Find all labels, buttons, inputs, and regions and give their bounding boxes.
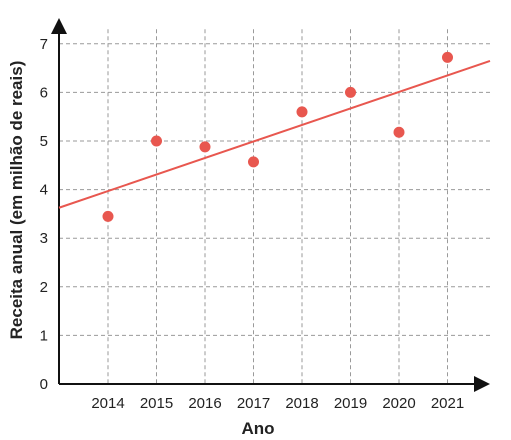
y-axis-title: Receita anual (em milhão de reais) bbox=[7, 61, 26, 340]
y-tick-label: 7 bbox=[40, 36, 48, 53]
data-point bbox=[393, 126, 405, 138]
y-tick-label: 0 bbox=[40, 376, 48, 393]
axes bbox=[51, 18, 490, 392]
y-axis-arrow bbox=[51, 18, 67, 34]
x-axis-title: Ano bbox=[241, 419, 274, 438]
x-axis-arrow bbox=[474, 376, 490, 392]
x-tick-labels: 2014 2015 2016 2017 2018 2019 2020 2021 bbox=[91, 395, 464, 412]
x-tick-label: 2019 bbox=[334, 395, 367, 412]
y-tick-label: 5 bbox=[40, 133, 48, 150]
trendline bbox=[58, 59, 491, 209]
data-point bbox=[199, 141, 211, 153]
y-tick-label: 4 bbox=[40, 182, 48, 199]
y-tick-label: 1 bbox=[40, 327, 48, 344]
x-tick-label: 2015 bbox=[140, 395, 173, 412]
data-point bbox=[442, 51, 453, 63]
data-points bbox=[102, 51, 453, 222]
y-tick-label: 3 bbox=[40, 230, 48, 247]
x-tick-label: 2017 bbox=[237, 395, 270, 412]
data-point bbox=[151, 135, 162, 147]
y-tick-label: 2 bbox=[40, 279, 48, 296]
y-tick-labels: 0 1 2 3 4 5 6 7 bbox=[40, 36, 48, 393]
x-tick-label: 2014 bbox=[91, 395, 124, 412]
grid bbox=[59, 29, 490, 384]
x-tick-label: 2020 bbox=[382, 395, 415, 412]
data-point bbox=[248, 156, 259, 168]
x-tick-label: 2018 bbox=[285, 395, 318, 412]
data-point bbox=[296, 106, 308, 118]
data-point bbox=[345, 86, 356, 98]
data-point bbox=[102, 210, 114, 222]
x-tick-label: 2021 bbox=[431, 395, 464, 412]
x-tick-label: 2016 bbox=[188, 395, 221, 412]
y-tick-label: 6 bbox=[40, 84, 48, 101]
